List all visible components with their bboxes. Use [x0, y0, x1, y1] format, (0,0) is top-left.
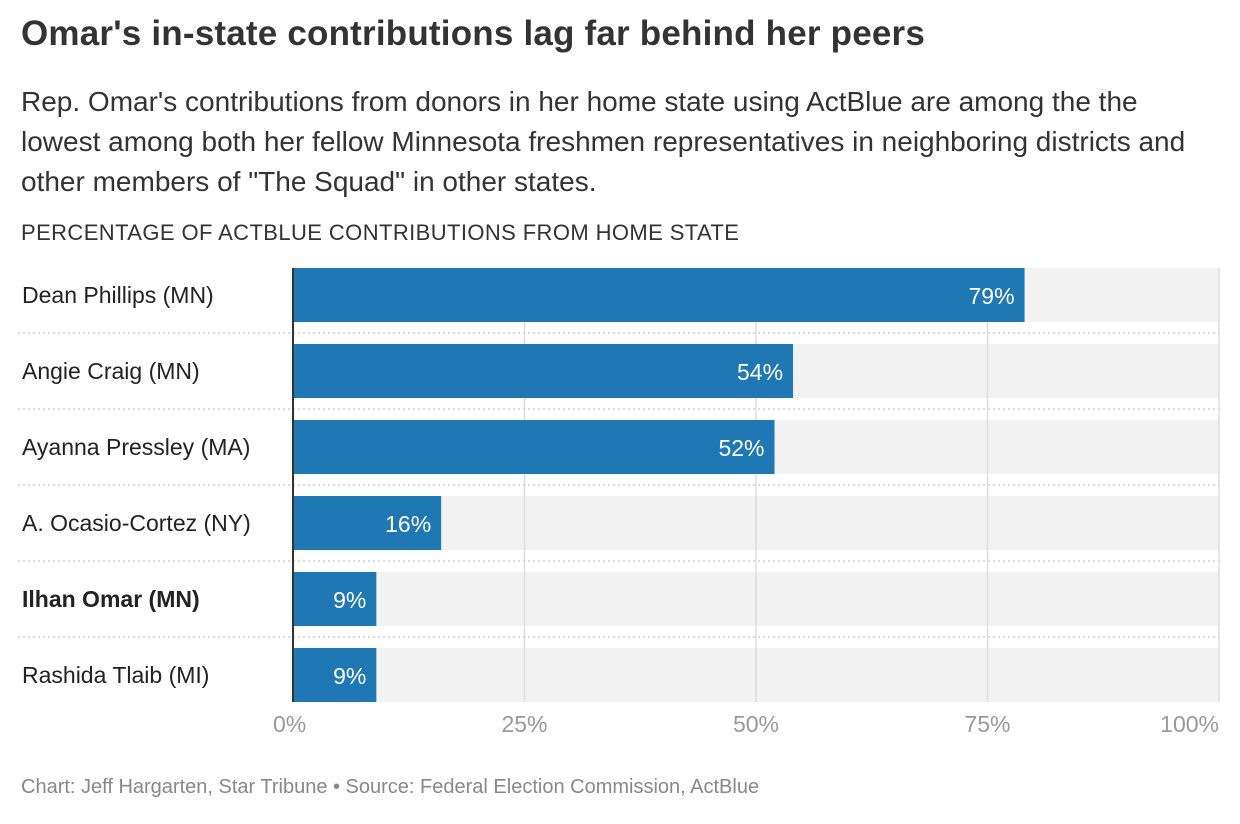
bar-value-label: 54% — [737, 359, 783, 385]
x-tick-label: 75% — [964, 711, 1010, 737]
bar-value-label: 52% — [718, 435, 764, 461]
chart-subtitle: Rep. Omar's contributions from donors in… — [21, 86, 1186, 197]
bar-value-label: 16% — [385, 511, 431, 537]
category-label: Ayanna Pressley (MA) — [22, 434, 250, 460]
bar-value-label: 79% — [968, 283, 1014, 309]
category-label: Ilhan Omar (MN) — [22, 586, 200, 612]
x-tick-label: 25% — [501, 711, 547, 737]
category-label: A. Ocasio-Cortez (NY) — [22, 510, 251, 536]
bar — [293, 420, 775, 474]
bar — [293, 496, 442, 550]
axis-heading: PERCENTAGE OF ACTBLUE CONTRIBUTIONS FROM… — [21, 220, 740, 245]
category-label: Angie Craig (MN) — [22, 358, 200, 384]
x-tick-label: 0% — [273, 711, 306, 737]
bar — [293, 344, 794, 398]
bar — [293, 268, 1025, 322]
bar — [293, 648, 377, 702]
x-tick-label: 50% — [733, 711, 779, 737]
bar — [293, 572, 377, 626]
bar-value-label: 9% — [333, 663, 366, 689]
chart-title: Omar's in-state contributions lag far be… — [21, 14, 926, 53]
bar-value-label: 9% — [333, 587, 366, 613]
category-label: Dean Phillips (MN) — [22, 282, 214, 308]
x-tick-label: 100% — [1160, 711, 1219, 737]
category-label: Rashida Tlaib (MI) — [22, 662, 209, 688]
source-credit: Chart: Jeff Hargarten, Star Tribune • So… — [21, 776, 760, 798]
